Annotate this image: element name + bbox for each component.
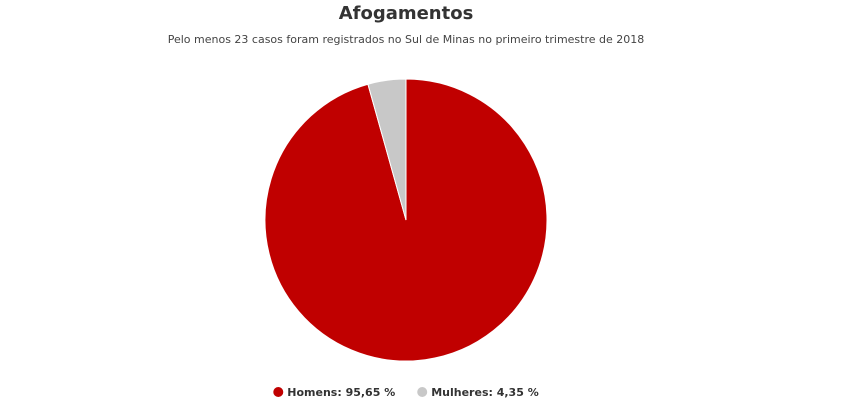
chart-subtitle: Pelo menos 23 casos foram registrados no… [168,33,645,46]
chart-title: Afogamentos [339,3,474,24]
pie-slice [367,78,407,221]
legend-marker [273,387,284,397]
legend-marker [417,387,428,397]
legend-label: Homens: 95,65 % [287,386,395,399]
legend-label: Mulheres: 4,35 % [431,386,539,399]
